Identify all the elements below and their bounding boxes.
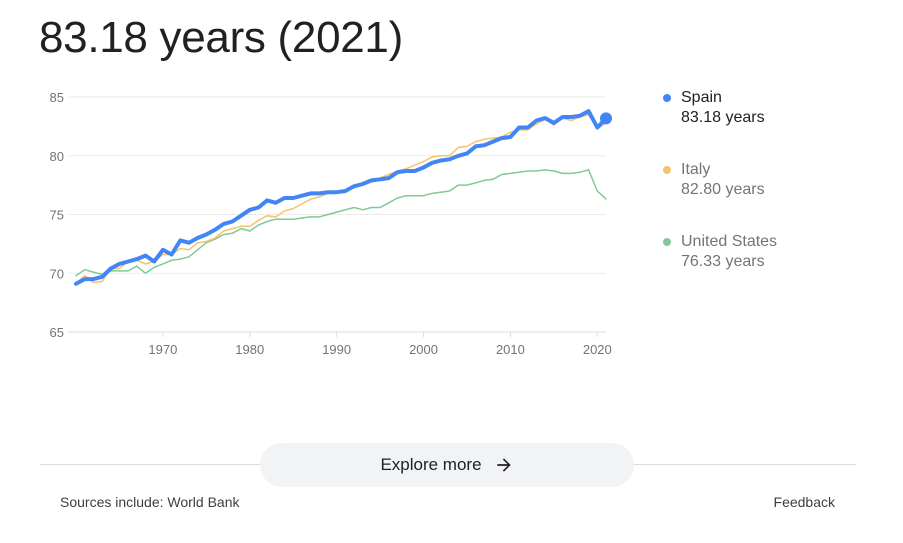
legend-item-italy[interactable]: Italy 82.80 years bbox=[660, 160, 880, 232]
headline-value: 83.18 years (2021) bbox=[39, 13, 403, 62]
x-tick-label: 1970 bbox=[148, 342, 177, 357]
y-tick-label: 70 bbox=[50, 266, 64, 281]
legend-item-spain[interactable]: Spain 83.18 years bbox=[660, 88, 880, 160]
legend-value: 83.18 years bbox=[681, 109, 765, 126]
y-tick-label: 80 bbox=[50, 149, 64, 164]
x-tick-label: 2000 bbox=[409, 342, 438, 357]
legend-name: Italy bbox=[681, 161, 711, 178]
legend-dot-united-states-icon bbox=[663, 238, 671, 246]
x-tick-label: 1990 bbox=[322, 342, 351, 357]
legend-name: United States bbox=[681, 233, 778, 250]
sources-text: Sources include: World Bank bbox=[60, 494, 240, 510]
legend-name: Spain bbox=[681, 89, 722, 106]
x-tick-label: 1980 bbox=[235, 342, 264, 357]
series-line-united-states bbox=[75, 169, 607, 277]
y-tick-label: 65 bbox=[50, 325, 64, 340]
x-tick-label: 2020 bbox=[583, 342, 612, 357]
y-tick-label: 85 bbox=[50, 90, 64, 105]
legend-value: 82.80 years bbox=[681, 181, 765, 198]
explore-more-label: Explore more bbox=[380, 455, 482, 474]
legend-value: 76.33 years bbox=[681, 253, 765, 270]
explore-more-button[interactable]: Explore more bbox=[260, 443, 634, 487]
legend-dot-spain-icon bbox=[663, 94, 671, 102]
y-tick-label: 75 bbox=[50, 208, 64, 223]
legend-dot-italy-icon bbox=[663, 166, 671, 174]
legend-item-united-states[interactable]: United States 76.33 years bbox=[660, 232, 880, 304]
highlight-point bbox=[600, 112, 612, 125]
series-line-spain bbox=[74, 109, 608, 286]
arrow-right-icon bbox=[496, 458, 511, 472]
x-tick-label: 2010 bbox=[496, 342, 525, 357]
chart-legend: Spain 83.18 years Italy 82.80 years Unit… bbox=[660, 88, 880, 304]
feedback-link[interactable]: Feedback bbox=[773, 494, 835, 510]
